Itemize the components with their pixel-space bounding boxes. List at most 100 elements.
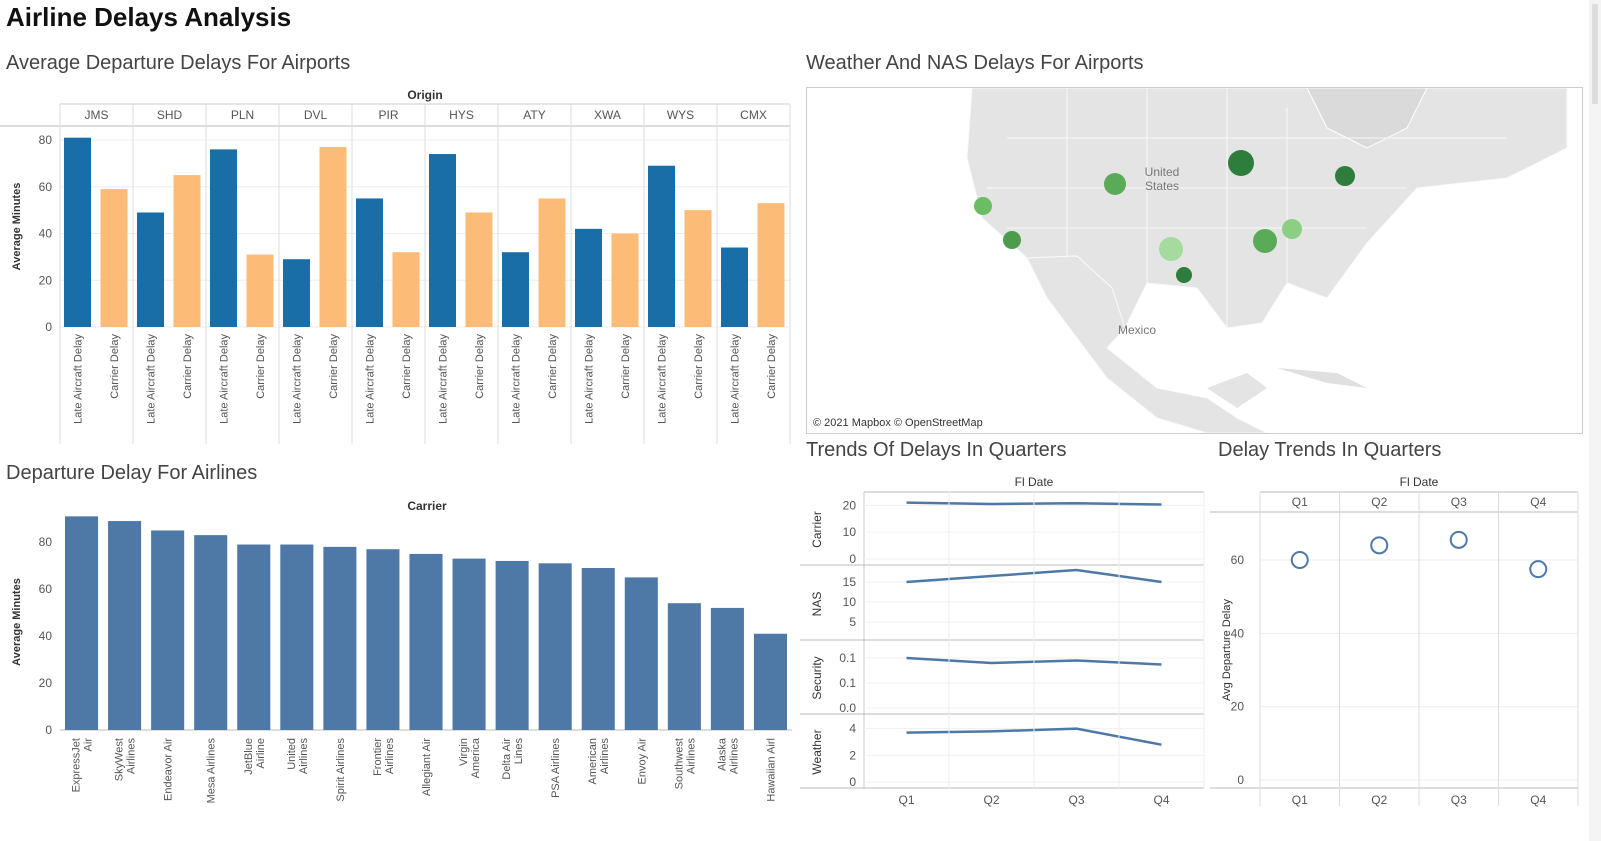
map-basemap [966, 88, 1568, 433]
airports-series-label: Late Aircraft Delay [584, 334, 596, 424]
airline-label: VirginAmerica [458, 737, 482, 778]
delay-trends-top-xtick: Q2 [1371, 495, 1387, 509]
airports-category-label: DVL [304, 108, 328, 122]
delay-trends-point [1370, 536, 1389, 555]
map-marker-charlotte[interactable] [1282, 219, 1302, 239]
delay-trends-ytick-label: 40 [1231, 626, 1245, 640]
airports-delay-chart: Origin 0 20 40 60 80 Average Minutes JMS Late Ai… [0, 88, 791, 444]
map-marker-chicago[interactable] [1228, 150, 1254, 176]
trends-header-label: Fl Date [1015, 475, 1054, 489]
airlines-delay-chart: Carrier 0 20 40 60 80 Average Minutes ExpressJe… [11, 499, 792, 804]
airports-bar [502, 252, 529, 327]
airlines-header-label: Carrier [407, 499, 447, 513]
scrollbar-thumb[interactable] [1592, 4, 1598, 104]
airports-category-label: SHD [157, 108, 183, 122]
airline-label: Endeavor Air [163, 738, 175, 801]
airports-bar [210, 149, 237, 327]
airports-series-label: Late Aircraft Delay [657, 334, 669, 424]
airline-bar [667, 603, 701, 730]
airline-bar [409, 553, 443, 730]
airline-label: AlaskaAirlines [716, 737, 740, 774]
airline-label: Mesa Airlines [206, 738, 218, 804]
delay-trends-point [1290, 551, 1309, 569]
airline-label: SkyWestAirlines [114, 738, 138, 782]
cuba [1277, 368, 1367, 388]
map-marker-atlanta[interactable] [1253, 229, 1277, 253]
airports-category-label: PLN [231, 108, 254, 122]
delay-trends-bottom-xtick: Q4 [1530, 793, 1546, 807]
map-marker-denver[interactable] [1104, 173, 1126, 195]
map-credit: © 2021 Mapbox © OpenStreetMap [813, 417, 983, 429]
airports-ylabel: Average Minutes [11, 183, 23, 271]
delay-trends-top-xtick: Q4 [1530, 495, 1546, 509]
airports-bar [575, 228, 602, 327]
trends-ytick-label: 0.1 [839, 651, 856, 665]
airports-bar [757, 203, 785, 327]
airline-bar [323, 546, 357, 730]
weather-nas-map[interactable]: United States Mexico © 2021 Mapbox © Ope… [806, 87, 1583, 434]
map-markers[interactable] [807, 88, 1582, 433]
map-marker-los-angeles[interactable] [1003, 231, 1021, 249]
airports-category-label: CMX [740, 108, 767, 122]
trends-panel-label: Security [810, 656, 824, 699]
airline-label: AmericanAirlines [587, 738, 611, 785]
airline-bar [237, 544, 271, 730]
airlines-ytick-label: 80 [39, 535, 53, 549]
trends-ytick-label: 0 [849, 552, 856, 566]
map-marker-dallas[interactable] [1159, 237, 1183, 261]
airports-series-label: Carrier Delay [474, 334, 486, 399]
airline-bar [108, 521, 142, 730]
map-marker-san-francisco[interactable] [974, 197, 992, 215]
airports-series-label: Carrier Delay [401, 334, 413, 399]
trends-line-chart: Fl Date01020Carrier51015NAS0.00.10.1Secu… [800, 475, 1205, 807]
airline-bar [151, 530, 185, 730]
airports-bar [611, 233, 639, 327]
delay-trends-ylabel: Avg Departure Delay [1221, 599, 1233, 701]
delay-trends-bottom-xtick: Q2 [1371, 793, 1387, 807]
airports-header-label: Origin [407, 88, 442, 102]
airports-series-label: Carrier Delay [693, 334, 705, 399]
airline-label: SouthwestAirlines [673, 738, 697, 790]
map-marker-houston[interactable] [1176, 267, 1192, 283]
delay-trends-top-xtick: Q1 [1292, 495, 1308, 509]
trends-ytick-label: 5 [849, 615, 856, 629]
airports-category-label: ATY [523, 108, 545, 122]
trends-ytick-label: 4 [849, 722, 856, 736]
airports-series-label: Late Aircraft Delay [511, 334, 523, 424]
airports-ytick-label: 20 [39, 273, 53, 287]
yucatan [1207, 373, 1267, 408]
vertical-scrollbar[interactable] [1589, 0, 1601, 841]
airline-bar [280, 544, 314, 730]
airline-label: JetBlueAirline [243, 738, 267, 775]
airports-bar [283, 259, 310, 327]
airports-series-label: Carrier Delay [328, 334, 340, 399]
airports-bar [684, 210, 712, 327]
airports-category-label: XWA [594, 108, 621, 122]
trends-ytick-label: 0.1 [839, 676, 856, 690]
airlines-ytick-label: 20 [39, 676, 53, 690]
trends-ytick-label: 2 [849, 748, 856, 762]
trends-ytick-label: 0 [849, 775, 856, 789]
airline-label: PSA Airlines [550, 738, 562, 798]
airlines-ytick-label: 0 [45, 723, 52, 737]
delay-trends-bottom-xtick: Q1 [1292, 793, 1308, 807]
airline-label: Delta AirLines [501, 738, 525, 780]
trends-xtick-label: Q4 [1153, 793, 1169, 807]
map-marker-new-york[interactable] [1335, 166, 1355, 186]
trends-panel-title: Trends Of Delays In Quarters [806, 439, 1067, 461]
weather-panel-title: Weather And NAS Delays For Airports [806, 52, 1144, 74]
dashboard-title: Airline Delays Analysis [6, 2, 292, 32]
airline-bar [581, 568, 615, 730]
airline-label: FrontierAirlines [372, 738, 396, 776]
airline-label: Envoy Air [636, 738, 648, 785]
trends-xtick-label: Q2 [983, 793, 999, 807]
airports-bar [173, 175, 201, 327]
airports-category-label: WYS [667, 108, 694, 122]
airports-series-label: Late Aircraft Delay [292, 334, 304, 424]
airports-category-label: PIR [378, 108, 398, 122]
airline-label: Spirit Airlines [335, 738, 347, 802]
airports-bar [319, 147, 347, 327]
airline-bar [452, 558, 486, 730]
trends-panel-label: NAS [810, 592, 824, 617]
airports-bar [100, 189, 128, 327]
